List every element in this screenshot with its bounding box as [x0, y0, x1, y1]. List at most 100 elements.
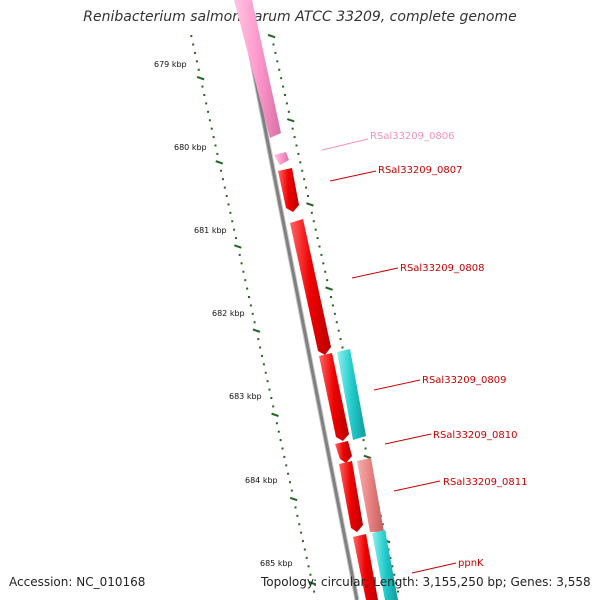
- gene-rsal33209-0811[interactable]: [357, 458, 384, 532]
- scale-minor-tick: [234, 237, 237, 240]
- scale-minor-tick: [261, 354, 264, 357]
- gene-rsal33209-0810[interactable]: [319, 353, 349, 441]
- scale-minor-tick: [281, 447, 284, 450]
- leader-line: [393, 480, 441, 492]
- scale-minor-tick: [210, 127, 213, 130]
- scale-minor-tick: [277, 430, 280, 433]
- scale-minor-tick: [282, 85, 285, 88]
- gene-rsal33209-0809[interactable]: [337, 349, 366, 440]
- gene-label-0808[interactable]: RSal33209_0808: [400, 263, 484, 274]
- scale-minor-tick: [227, 203, 230, 206]
- scale-minor-tick: [242, 270, 245, 273]
- scale-minor-tick: [305, 186, 308, 189]
- scale-minor-tick: [333, 312, 336, 315]
- map-title: Renibacterium salmoninarum ATCC 33209, c…: [83, 9, 517, 25]
- scale-minor-tick: [389, 556, 392, 559]
- scale-minor-tick: [208, 119, 211, 122]
- gene-label-0806[interactable]: RSal33209_0806: [370, 131, 454, 142]
- gene-rsal33209-0806-fragment[interactable]: [274, 152, 289, 165]
- scale-minor-tick: [322, 262, 325, 265]
- scale-minor-tick: [197, 68, 200, 71]
- scale-minor-tick: [212, 136, 215, 139]
- scale-minor-tick: [312, 220, 315, 223]
- scale-minor-tick: [244, 279, 247, 282]
- scale-minor-tick: [331, 304, 334, 307]
- scale-minor-tick: [298, 523, 301, 526]
- scale-minor-tick: [262, 363, 265, 366]
- scale-minor-tick: [291, 127, 294, 130]
- scale-minor-tick: [285, 102, 288, 105]
- scale-minor-tick: [201, 85, 204, 88]
- gene-rsal33209-0810b[interactable]: [335, 441, 352, 463]
- scale-major-tick: [306, 202, 314, 207]
- gene-label-0811[interactable]: RSal33209_0811: [443, 477, 527, 488]
- scale-minor-tick: [295, 144, 298, 147]
- gene-label-0810[interactable]: RSal33209_0810: [433, 430, 517, 441]
- gene-rsal33209-0811-red[interactable]: [339, 461, 363, 532]
- leader-line: [384, 433, 432, 445]
- leader-line: [321, 138, 369, 151]
- gene-ppnk-cyan[interactable]: [372, 530, 398, 600]
- scale-minor-tick: [318, 245, 321, 248]
- scale-minor-tick: [231, 220, 234, 223]
- gene-label-ppnk[interactable]: ppnK: [458, 558, 484, 569]
- scale-minor-tick: [268, 388, 271, 391]
- gene-rsal33209-0806[interactable]: [234, 0, 281, 138]
- gene-rsal33209-0807[interactable]: [278, 168, 299, 212]
- scale-minor-tick: [205, 102, 208, 105]
- gene-ppnk[interactable]: [353, 534, 378, 600]
- scale-minor-tick: [309, 573, 312, 576]
- scale-minor-tick: [393, 573, 396, 576]
- scale-minor-tick: [290, 489, 293, 492]
- scale-minor-tick: [293, 136, 296, 139]
- accession-text: Accession: NC_010168: [9, 575, 146, 589]
- scale-label-679: 679 kbp: [154, 60, 187, 69]
- leader-line: [329, 170, 377, 182]
- scale-minor-tick: [303, 548, 306, 551]
- scale-minor-tick: [303, 178, 306, 181]
- scale-minor-tick: [253, 321, 256, 324]
- scale-minor-tick: [190, 35, 193, 38]
- scale-major-tick: [252, 328, 261, 333]
- scale-major-tick: [271, 412, 279, 417]
- scale-minor-tick: [214, 144, 217, 147]
- scale-minor-tick: [330, 296, 332, 298]
- scale-minor-tick: [192, 43, 195, 46]
- gene-label-0807[interactable]: RSal33209_0807: [378, 165, 462, 176]
- scale-minor-tick: [305, 556, 308, 559]
- scale-minor-tick: [296, 514, 299, 517]
- scale-minor-tick: [249, 304, 252, 307]
- scale-major-tick: [308, 581, 317, 586]
- scale-minor-tick: [301, 540, 304, 543]
- scale-major-tick: [363, 454, 372, 460]
- scale-major-tick: [196, 76, 205, 81]
- scale-minor-tick: [288, 481, 291, 484]
- leader-line: [351, 267, 399, 279]
- scale-minor-tick: [320, 253, 323, 256]
- scale-major-tick: [234, 244, 242, 249]
- scale-minor-tick: [207, 110, 210, 113]
- leader-line: [411, 562, 457, 574]
- scale-ruler-left: [190, 35, 317, 593]
- scale-minor-tick: [337, 329, 340, 332]
- scale-label-684: 684 kbp: [245, 476, 278, 485]
- scale-minor-tick: [240, 262, 243, 265]
- scale-minor-tick: [225, 195, 228, 197]
- scale-minor-tick: [381, 523, 384, 526]
- scale-minor-tick: [300, 531, 303, 534]
- scale-minor-tick: [279, 439, 282, 442]
- gene-label-0809[interactable]: RSal33209_0809: [422, 375, 506, 386]
- scale-minor-tick: [203, 94, 206, 96]
- scale-minor-tick: [266, 380, 269, 383]
- scale-minor-tick: [238, 253, 241, 256]
- scale-minor-tick: [391, 565, 394, 568]
- scale-label-683: 683 kbp: [229, 392, 262, 401]
- gene-rsal33209-0808[interactable]: [290, 219, 331, 355]
- scale-minor-tick: [275, 422, 278, 425]
- scale-major-tick: [289, 496, 298, 502]
- scale-major-tick: [267, 33, 276, 39]
- scale-minor-tick: [339, 338, 342, 341]
- scale-minor-tick: [274, 51, 277, 54]
- scale-minor-tick: [284, 94, 286, 96]
